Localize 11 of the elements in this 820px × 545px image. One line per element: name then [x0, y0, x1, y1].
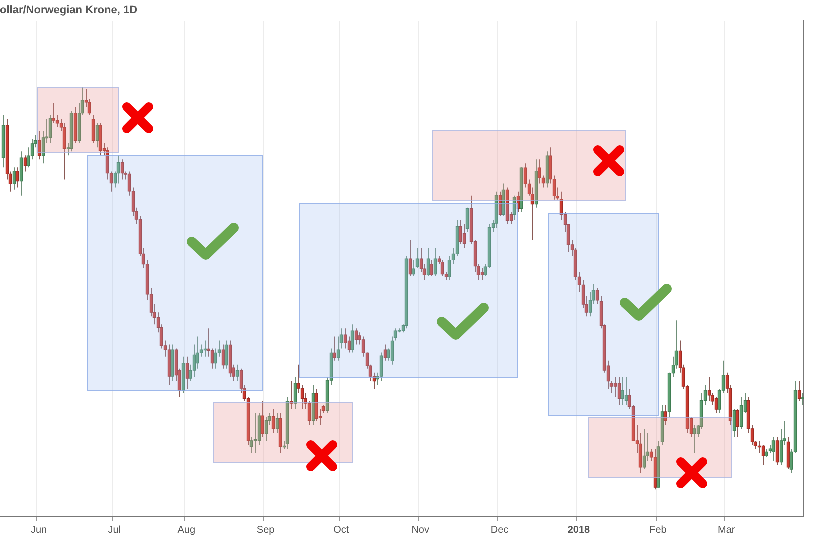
x-tick-label: Feb: [650, 524, 668, 536]
chart-title: ollar/Norwegian Krone, 1D: [0, 4, 138, 17]
x-tick-label: Sep: [256, 524, 276, 536]
x-tick-label: Dec: [490, 524, 509, 536]
x-tick-label: Jul: [108, 524, 121, 536]
x-tick-label: Mar: [718, 524, 736, 536]
x-tick-label: 2018: [568, 524, 591, 536]
x-tick-label: Jun: [30, 524, 48, 536]
x-tick-label: Aug: [178, 524, 196, 536]
x-tick-label: Nov: [412, 524, 430, 536]
x-tick-label: Oct: [334, 524, 350, 536]
